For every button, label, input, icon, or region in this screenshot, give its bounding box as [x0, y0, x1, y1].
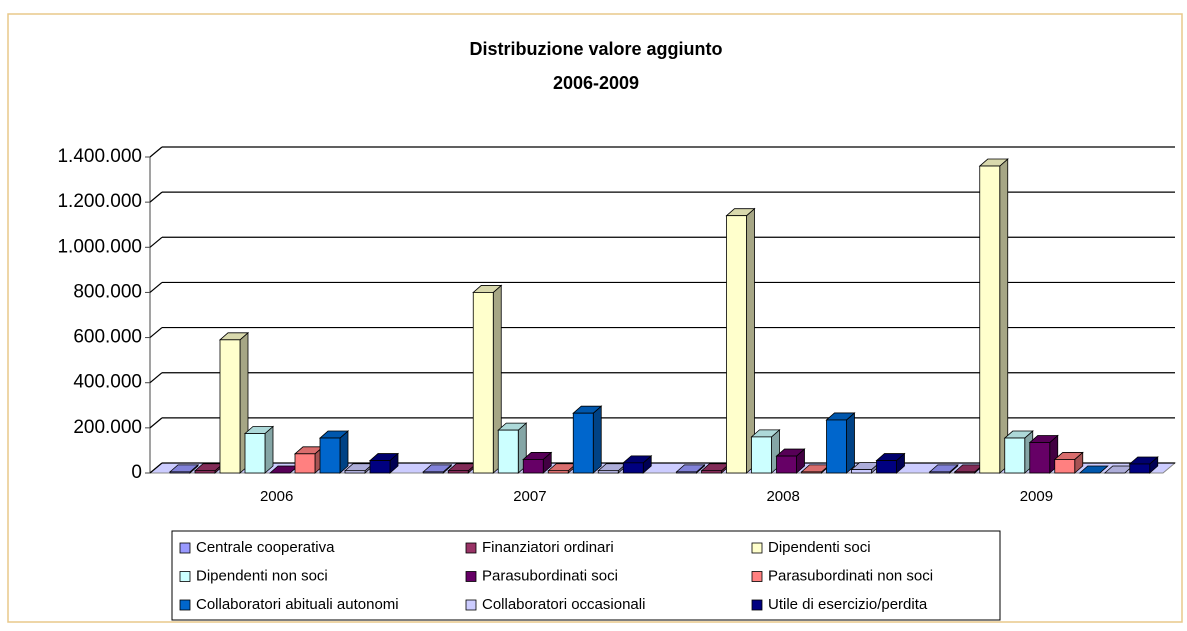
- bar: [572, 412, 594, 474]
- bar: [1004, 437, 1026, 474]
- legend-swatch: [751, 571, 763, 582]
- legend-label: Collaboratori abituali autonomi: [196, 596, 399, 613]
- grid-line-depth: [149, 417, 163, 429]
- bar: [1054, 459, 1076, 474]
- bar: [726, 215, 747, 474]
- grid-line-depth: [149, 236, 163, 248]
- grid-line-depth: [149, 462, 163, 474]
- bar: [169, 471, 191, 474]
- legend-swatch: [751, 599, 763, 611]
- bar: [472, 292, 494, 474]
- bar: [344, 470, 366, 474]
- grid-line-depth: [149, 281, 163, 293]
- legend-label: Finanziatori ordinari: [482, 539, 614, 556]
- bar: [622, 462, 644, 474]
- y-tick-label: 800.000: [73, 281, 142, 302]
- legend-label: Parasubordinati soci: [482, 567, 618, 584]
- y-tick-label: 600.000: [73, 327, 142, 348]
- legend-label: Collaboratori occasionali: [482, 596, 645, 613]
- bar: [801, 471, 822, 474]
- bar: [422, 471, 444, 474]
- bar: [497, 429, 519, 474]
- legend-label: Dipendenti non soci: [196, 567, 328, 584]
- legend-swatch: [465, 542, 477, 554]
- bar: [547, 470, 569, 474]
- bar: [751, 436, 772, 474]
- bar: [929, 471, 951, 474]
- bar: [194, 470, 216, 474]
- legend-swatch: [465, 571, 477, 582]
- grid-line-depth: [149, 327, 163, 339]
- bar: [701, 470, 722, 474]
- legend-label: Parasubordinati non soci: [768, 567, 933, 584]
- bar: [826, 419, 847, 474]
- legend-swatch: [179, 571, 191, 582]
- chart-subtitle: 2006-2009: [553, 73, 639, 93]
- bar: [1129, 463, 1151, 474]
- grid-line-depth: [149, 146, 163, 158]
- y-tick-label: 400.000: [73, 372, 142, 393]
- bar: [979, 165, 1001, 474]
- bar-side: [846, 412, 855, 474]
- y-tick-label: 1.200.000: [57, 191, 142, 212]
- legend-swatch: [751, 542, 763, 554]
- legend-label: Utile di esercizio/perdita: [768, 596, 928, 613]
- bar: [1029, 442, 1051, 474]
- x-tick-label: 2006: [260, 488, 293, 505]
- bar: [597, 470, 619, 474]
- legend-label: Dipendenti soci: [768, 539, 871, 556]
- bar: [369, 460, 391, 474]
- bar-side: [999, 158, 1009, 474]
- bar-top: [1078, 465, 1109, 474]
- y-tick-label: 0: [131, 462, 142, 483]
- x-tick-label: 2007: [513, 488, 546, 505]
- bar-side: [592, 405, 602, 474]
- grid-line-depth: [149, 191, 163, 203]
- y-tick-label: 200.000: [73, 417, 142, 438]
- bar: [851, 469, 872, 474]
- legend-swatch: [179, 542, 191, 554]
- legend-swatch: [179, 599, 191, 611]
- bar-side: [264, 425, 274, 474]
- legend-label: Centrale cooperativa: [196, 539, 335, 556]
- legend-swatch: [465, 599, 477, 611]
- bar: [244, 433, 266, 474]
- legend-box: [171, 530, 1001, 621]
- x-tick-label: 2009: [1020, 488, 1053, 505]
- y-tick-label: 1.400.000: [57, 146, 142, 167]
- bar: [319, 437, 341, 474]
- bar-side: [746, 207, 755, 474]
- bar: [219, 339, 241, 474]
- chart-title: Distribuzione valore aggiunto: [469, 39, 722, 59]
- x-tick-label: 2008: [766, 488, 799, 505]
- bar: [776, 455, 797, 474]
- bar: [676, 471, 697, 474]
- bar: [954, 471, 976, 474]
- bar: [876, 460, 897, 474]
- bar: [294, 453, 316, 474]
- bar: [447, 470, 469, 474]
- bar: [522, 459, 544, 474]
- grid-line-depth: [149, 372, 163, 384]
- y-tick-label: 1.000.000: [57, 236, 142, 257]
